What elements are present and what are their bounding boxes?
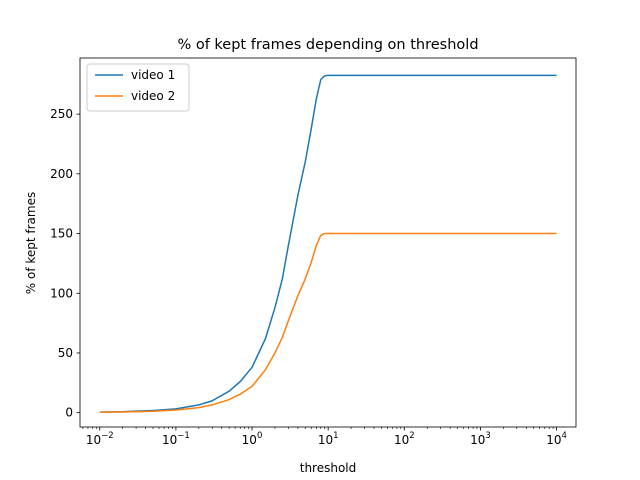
y-tick-label-2: 100	[50, 286, 73, 300]
x-tick-label-0: 10−2	[86, 431, 114, 447]
plot-area: 10−2 10−1 100 101 102 103 104 0 50 100 150 200 250	[50, 57, 577, 447]
x-tick-label-5: 103	[470, 431, 491, 447]
x-tick-label-4: 102	[394, 431, 415, 447]
y-tick-label-4: 200	[50, 167, 73, 181]
y-tick-label-0: 0	[65, 406, 73, 420]
x-tick-label-1: 10−1	[162, 431, 190, 447]
y-tick-label-3: 150	[50, 227, 73, 241]
x-tick-label-6: 104	[546, 431, 567, 447]
chart-title: % of kept frames depending on threshold	[177, 37, 478, 53]
series-line-1	[99, 74, 557, 413]
series-line-2	[99, 232, 557, 413]
legend-label-1: video 1	[131, 68, 175, 82]
legend: video 1 video 2	[86, 63, 190, 112]
y-axis-title: % of kept frames	[24, 192, 38, 294]
x-tick-label-3: 101	[318, 431, 339, 447]
y-tick-label-5: 250	[50, 107, 73, 121]
x-axis-title: threshold	[300, 461, 357, 475]
x-tick-label-2: 100	[242, 431, 263, 447]
y-tick-label-1: 50	[58, 346, 73, 360]
legend-label-2: video 2	[131, 89, 175, 103]
